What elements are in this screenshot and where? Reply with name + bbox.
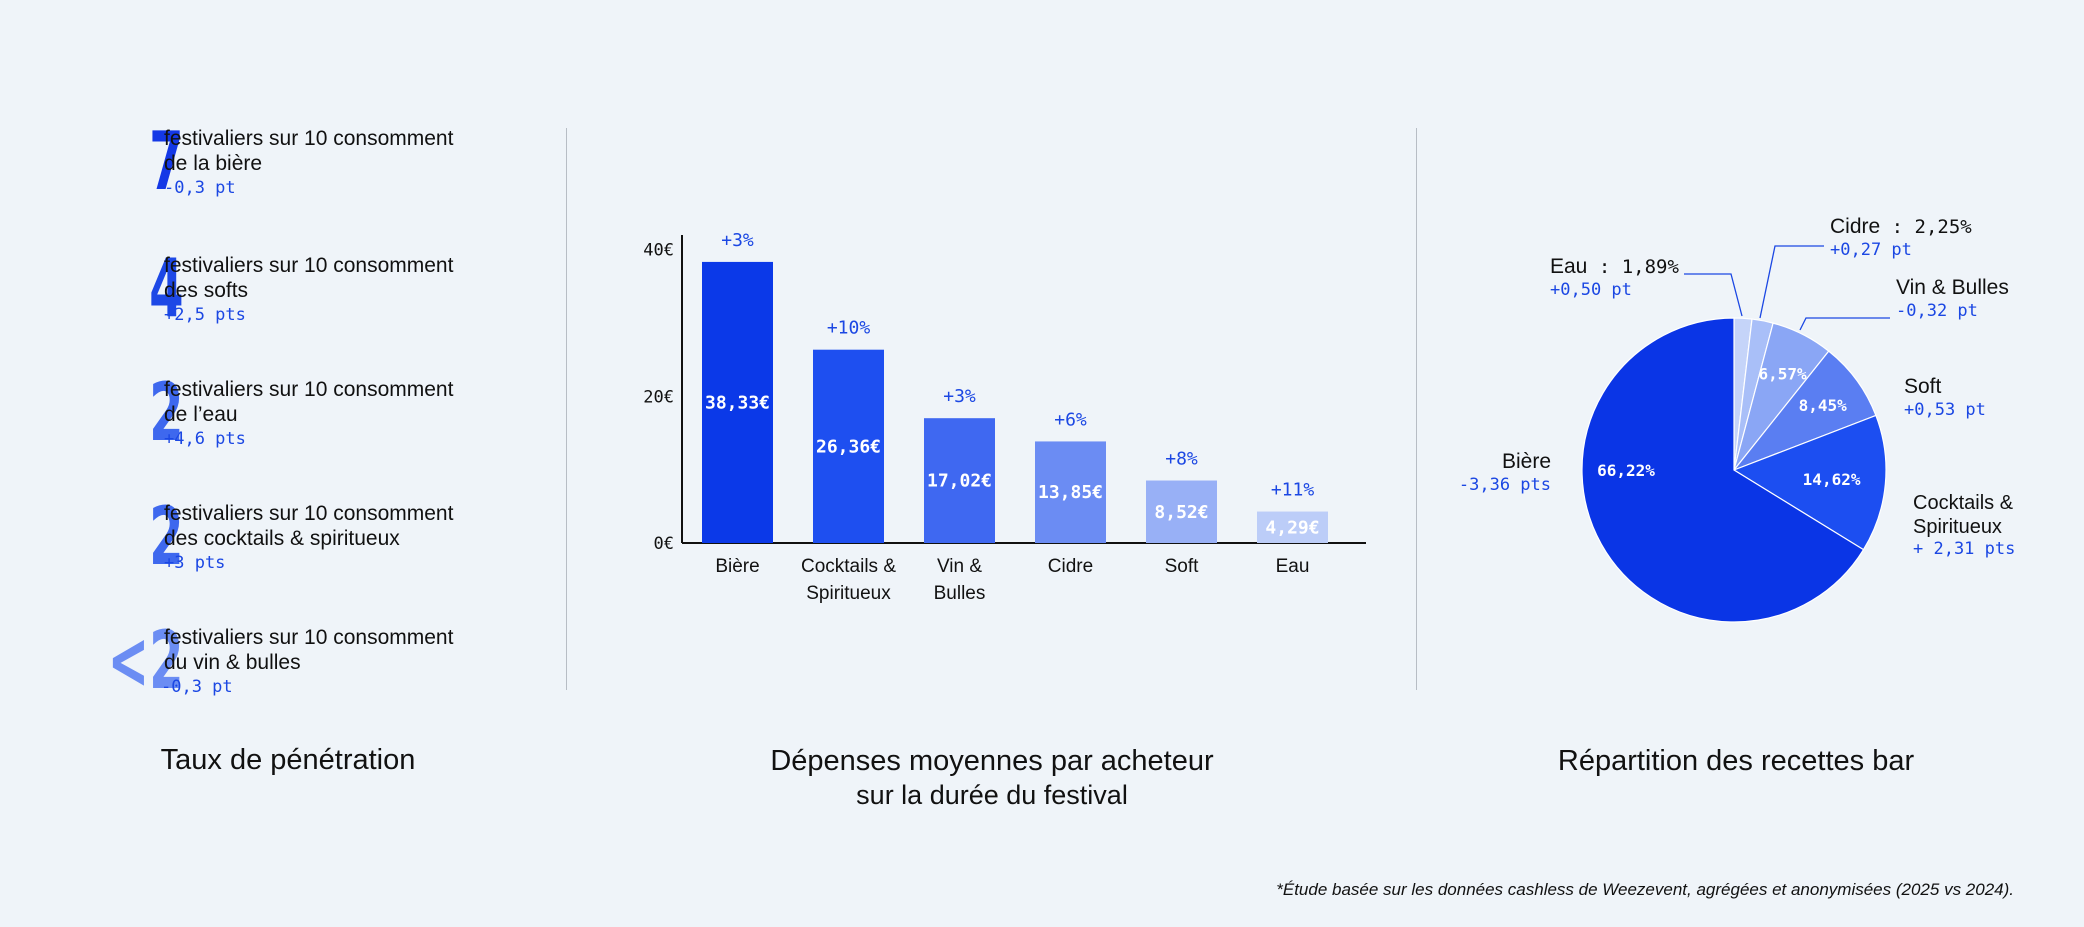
category-label: Cidre — [1048, 556, 1093, 577]
bar-value-label: 38,33€ — [705, 392, 770, 413]
category-label: Bulles — [934, 583, 986, 604]
revenue-pie-chart: 6,57% 8,45% 14,62% 66,22% Eau : 1,89%+0,50 p… — [1459, 215, 2015, 623]
category-label: Soft — [1165, 556, 1200, 577]
bar-change-label: +11% — [1271, 480, 1315, 501]
pie-label-soft: Soft+0,53 pt — [1904, 375, 1986, 420]
category-label: Vin & — [937, 556, 982, 577]
y-tick-label: 40€ — [643, 241, 674, 261]
leader-line — [1759, 245, 1824, 319]
divider-left — [566, 128, 567, 690]
pie-label-beer: Bière-3,36 pts — [1459, 450, 1551, 495]
pie-label-cider: Cidre : 2,25%+0,27 pt — [1830, 215, 1972, 260]
penetration-row-softs: 4 festivaliers sur 10 consomment des sof… — [64, 249, 504, 343]
bar — [924, 418, 995, 543]
penetration-line1: festivaliers sur 10 consomment — [164, 502, 454, 525]
y-tick-label: 20€ — [643, 387, 674, 407]
penetration-delta: +4,6 pts — [164, 429, 246, 449]
bar — [1257, 511, 1328, 543]
bar-change-label: +10% — [827, 318, 871, 339]
penetration-number: 4 — [149, 242, 184, 335]
penetration-line2: des cocktails & spiritueux — [164, 527, 400, 550]
pie-label-name: Spiritueux — [1913, 516, 2002, 538]
bar-value-label: 13,85€ — [1038, 482, 1103, 503]
bar-change-label: +6% — [1054, 409, 1087, 430]
penetration-line2: du vin & bulles — [164, 651, 301, 674]
bar-value-label: 8,52€ — [1154, 502, 1208, 523]
bar — [813, 349, 884, 543]
penetration-line1: festivaliers sur 10 consomment — [164, 626, 454, 649]
pie-slice — [1581, 317, 1865, 623]
pie-label-delta: -0,32 pt — [1896, 301, 1978, 321]
pie-slice — [1732, 414, 1887, 551]
pie-label-delta: +0,53 pt — [1904, 400, 1986, 420]
bar-value-label: 17,02€ — [927, 471, 992, 492]
pie-label-name: Soft — [1904, 375, 1942, 398]
pie-label-delta: +0,50 pt — [1550, 280, 1632, 300]
penetration-row-beer: 7 festivaliers sur 10 consomment de la b… — [64, 122, 504, 216]
penetration-line1: festivaliers sur 10 consomment — [164, 254, 454, 277]
pie-label-wine: Vin & Bulles-0,32 pt — [1896, 276, 2009, 321]
pie-value-label: 14,62% — [1803, 470, 1861, 489]
footnote: *Étude basée sur les données cashless de… — [1276, 880, 2014, 899]
penetration-number: <2 — [107, 614, 184, 707]
pie-label-name: Cidre : 2,25% — [1830, 215, 1972, 238]
penetration-delta: +2,5 pts — [164, 305, 246, 325]
penetration-title: Taux de pénétration — [160, 744, 416, 776]
revenue-title: Répartition des recettes bar — [1557, 745, 1915, 777]
penetration-line2: de la bière — [164, 152, 263, 175]
penetration-number: 7 — [149, 115, 184, 208]
pie-label-name: Eau : 1,89% — [1550, 255, 1679, 278]
penetration-line2: des softs — [164, 279, 249, 302]
pie-value-label: 8,45% — [1799, 396, 1848, 415]
bar-change-label: +8% — [1165, 449, 1198, 470]
bar-change-label: +3% — [943, 386, 976, 407]
pie-label-name: Vin & Bulles — [1896, 276, 2009, 299]
bar-value-label: 26,36€ — [816, 436, 881, 457]
divider-right — [1416, 128, 1417, 690]
pie-label-delta: -3,36 pts — [1459, 475, 1551, 495]
penetration-line2: de l’eau — [164, 403, 238, 426]
bar-change-label: +3% — [721, 230, 754, 251]
pie-label-name: Cocktails & — [1913, 492, 2014, 514]
penetration-row-water: 2 festivaliers sur 10 consomment de l’ea… — [64, 373, 504, 467]
pie-label-delta: + 2,31 pts — [1913, 539, 2015, 559]
bar — [1146, 480, 1217, 543]
penetration-row-cocktails: 2 festivaliers sur 10 consomment des coc… — [64, 497, 504, 591]
leader-line — [1799, 317, 1890, 331]
penetration-line1: festivaliers sur 10 consomment — [164, 378, 454, 401]
spending-bar-chart: 0€ 20€ 40€ 38,33€ +3% Bière 26,36€ +10% Cocktail… — [643, 230, 1366, 604]
spending-title: Dépenses moyennes par acheteur — [770, 745, 1214, 777]
category-label: Bière — [715, 556, 759, 577]
penetration-row-wine: <2 festivaliers sur 10 consomment du vin… — [64, 621, 504, 715]
pie-value-label: 6,57% — [1758, 365, 1807, 384]
penetration-line1: festivaliers sur 10 consomment — [164, 127, 454, 150]
category-label: Cocktails & — [801, 556, 896, 577]
penetration-delta: -0,3 pt — [164, 178, 236, 198]
bar — [1035, 441, 1106, 543]
pie-label-delta: +0,27 pt — [1830, 240, 1912, 260]
bar — [702, 261, 773, 543]
y-tick-label: 0€ — [654, 534, 674, 554]
pie-label-cocktails: Cocktails &Spiritueux+ 2,31 pts — [1913, 492, 2015, 559]
leader-line — [1684, 273, 1743, 317]
penetration-number: 2 — [149, 490, 184, 583]
spending-subtitle: sur la durée du festival — [856, 780, 1128, 810]
category-label: Spiritueux — [806, 583, 891, 604]
penetration-number: 2 — [149, 366, 184, 459]
category-label: Eau — [1276, 556, 1310, 577]
pie-label-name: Bière — [1502, 450, 1551, 473]
penetration-delta: +3 pts — [164, 553, 226, 573]
pie-value-label: 66,22% — [1597, 461, 1655, 480]
bar-value-label: 4,29€ — [1265, 517, 1319, 538]
penetration-delta: -0,3 pt — [161, 677, 233, 697]
pie-label-water: Eau : 1,89%+0,50 pt — [1550, 255, 1679, 300]
